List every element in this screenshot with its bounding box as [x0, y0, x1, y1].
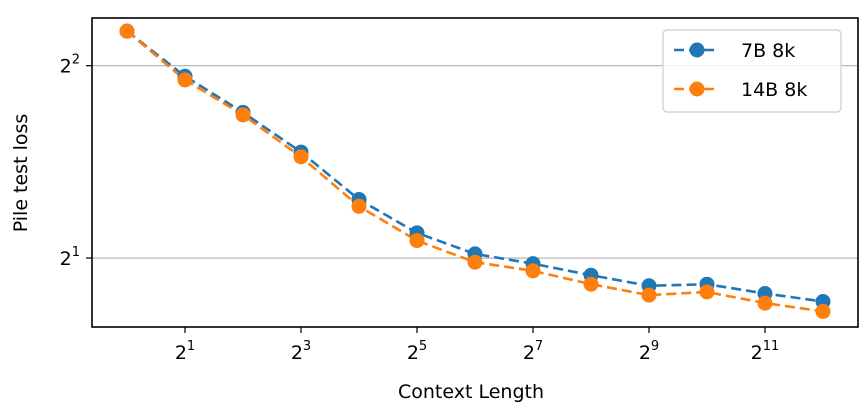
series-points: [119, 23, 831, 319]
x-tick-label: 27: [523, 339, 543, 364]
x-tick-label: 211: [751, 339, 780, 364]
y-tick-label: 22: [60, 53, 80, 78]
x-tick-label: 29: [639, 339, 659, 364]
data-point: [757, 295, 773, 311]
data-point: [525, 263, 541, 279]
x-tick-label: 23: [291, 339, 311, 364]
data-point: [235, 107, 251, 123]
data-point: [293, 149, 309, 165]
y-tick-label: 21: [60, 245, 80, 270]
legend: 7B 8k 14B 8k: [662, 29, 842, 113]
plot-frame: [91, 17, 859, 328]
data-point: [583, 276, 599, 292]
legend-label: 7B 8k: [741, 40, 795, 62]
data-point: [641, 287, 657, 303]
data-point: [119, 23, 135, 39]
data-point: [815, 303, 831, 319]
y-axis: 21 22: [60, 53, 92, 270]
data-point: [699, 284, 715, 300]
legend-marker: [689, 42, 705, 58]
legend-label: 14B 8k: [741, 79, 807, 101]
x-axis-label: Context Length: [398, 381, 544, 403]
data-point: [177, 72, 193, 88]
data-point: [409, 233, 425, 249]
data-point: [467, 254, 483, 270]
legend-marker: [689, 81, 705, 97]
y-axis-label: Pile test loss: [10, 114, 32, 233]
data-point: [351, 198, 367, 214]
x-tick-label: 21: [175, 339, 195, 364]
x-axis: 21 23 25 27 29 211: [175, 327, 780, 364]
x-tick-label: 25: [407, 339, 427, 364]
